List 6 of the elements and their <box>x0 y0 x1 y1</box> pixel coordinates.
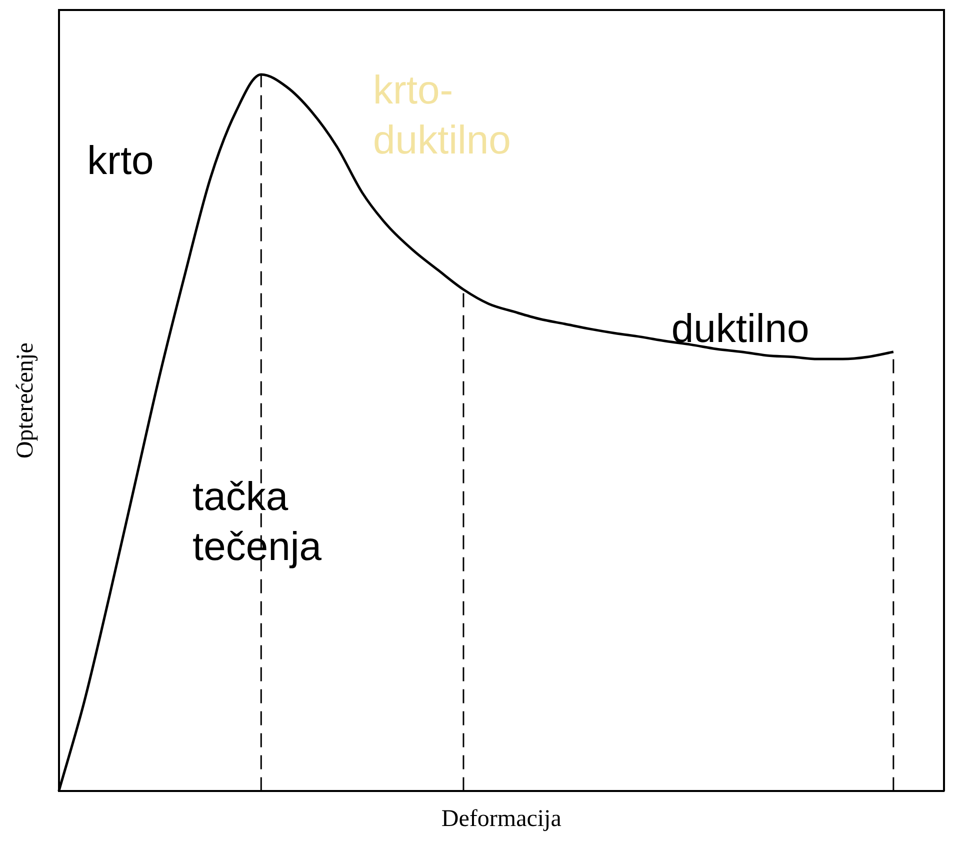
y-axis-title: Opterećenje <box>12 342 39 459</box>
annotation: duktilno <box>671 306 810 351</box>
annotation: krto- duktilno <box>373 68 511 163</box>
x-axis-title: Deformacija <box>441 806 562 832</box>
annotation: tačka tečenja <box>192 474 322 569</box>
annotation: krto <box>87 138 154 183</box>
